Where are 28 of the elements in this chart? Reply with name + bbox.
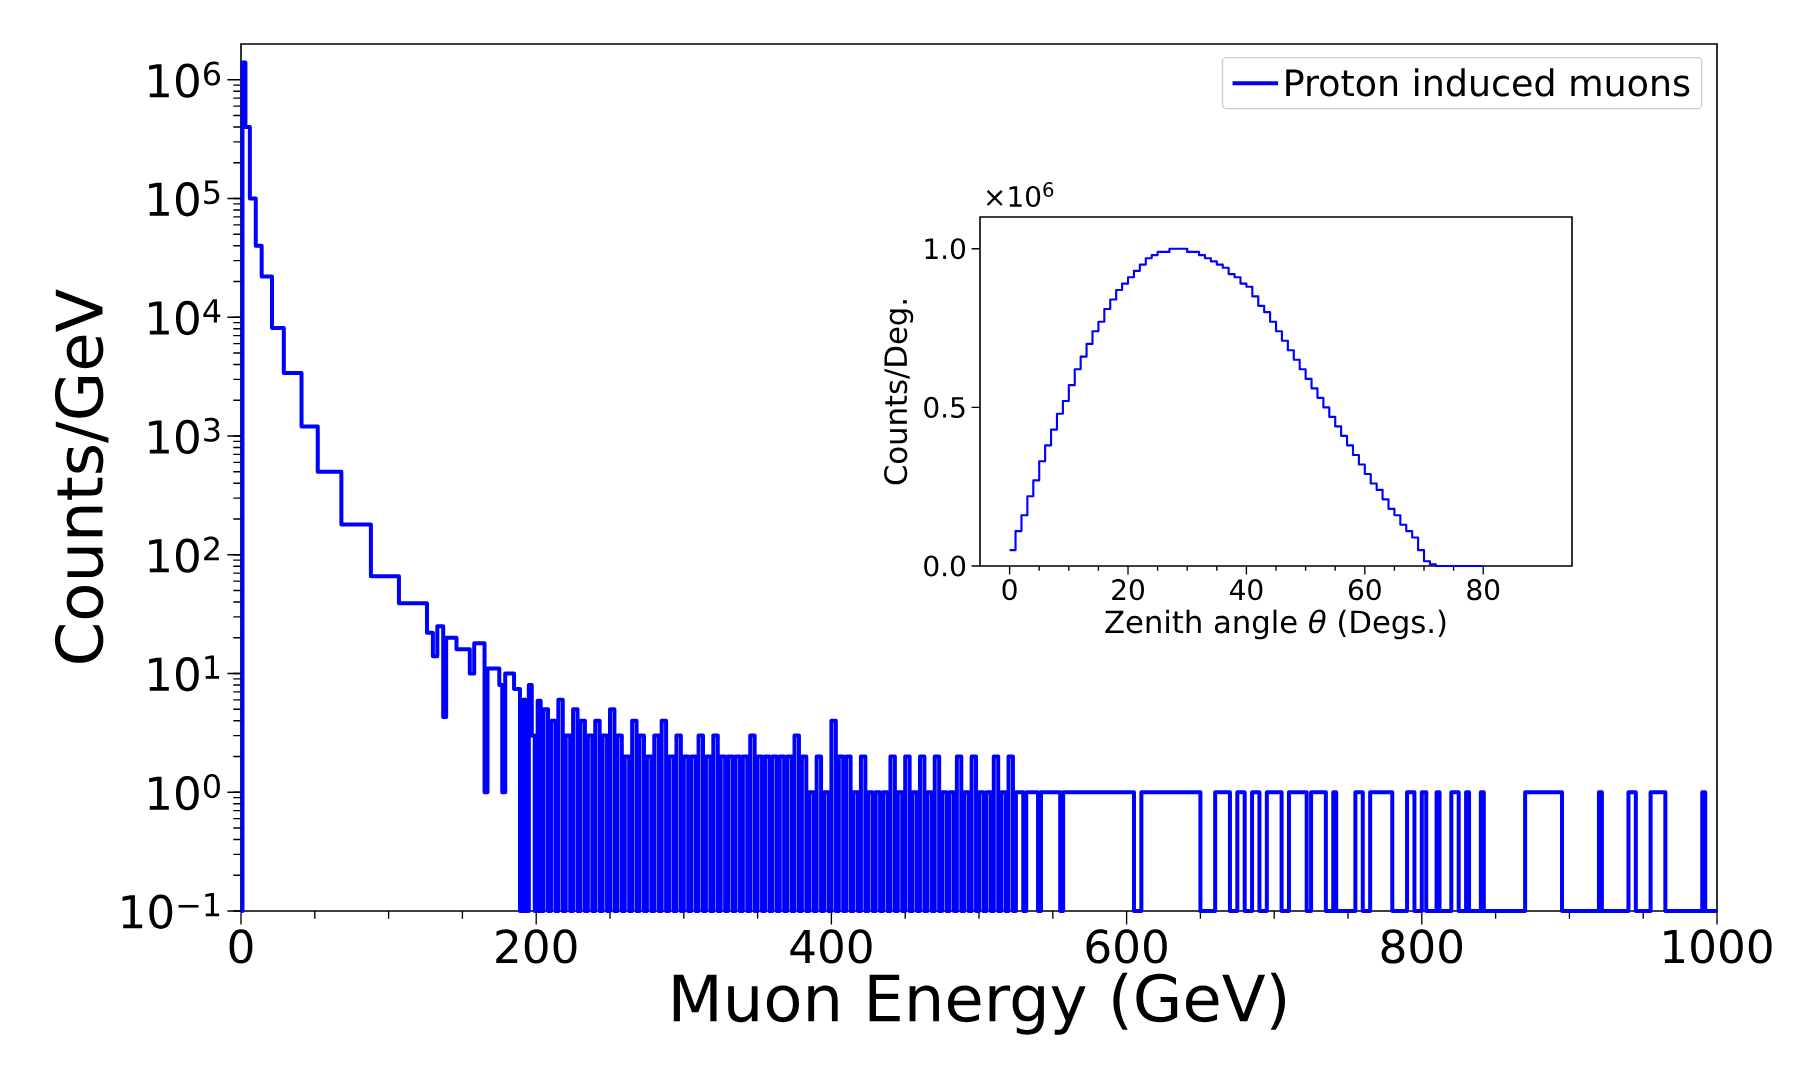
x-tick-label: 0 <box>229 929 253 964</box>
x-tick-label: 200 <box>496 929 577 964</box>
y-tick-label: 10$^{−1}$ <box>122 893 220 929</box>
y-tick-label: 10$^{6}$ <box>149 61 221 98</box>
y-tick-label: 10$^{3}$ <box>149 417 220 455</box>
x-tick-label: 80 <box>1467 579 1500 601</box>
annotation: ×10$^{6}$ <box>986 182 1054 208</box>
x-tick-label: 800 <box>1381 929 1463 964</box>
x-tick-label: 40 <box>1229 579 1263 601</box>
x-tick-label: 0 <box>1002 579 1017 601</box>
y-tick-label: 0.5 <box>924 396 965 418</box>
legend-label: Proton induced muons <box>1286 68 1690 97</box>
y-tick-label: 10$^{2}$ <box>149 536 219 573</box>
y-tick-label: 10$^{1}$ <box>149 655 220 692</box>
x-axis-title: Zenith angle θ (Degs.) <box>1105 609 1446 640</box>
x-tick-label: 600 <box>1086 929 1167 964</box>
y-axis-title: Counts/Deg. <box>884 300 914 485</box>
y-tick-label: 1.0 <box>925 238 966 260</box>
x-tick-label: 1000 <box>1664 929 1772 964</box>
y-tick-label: 0.0 <box>924 555 966 577</box>
y-tick-label: 10$^{5}$ <box>149 180 220 217</box>
x-tick-label: 20 <box>1112 579 1144 601</box>
x-tick-label: 60 <box>1348 579 1381 601</box>
y-axis-title: Counts/GeV <box>54 289 109 663</box>
y-tick-label: 10$^{4}$ <box>149 299 221 336</box>
y-tick-label: 10$^{0}$ <box>149 774 220 811</box>
x-tick-label: 400 <box>790 929 872 964</box>
x-axis-title: Muon Energy (GeV) <box>673 972 1286 1035</box>
